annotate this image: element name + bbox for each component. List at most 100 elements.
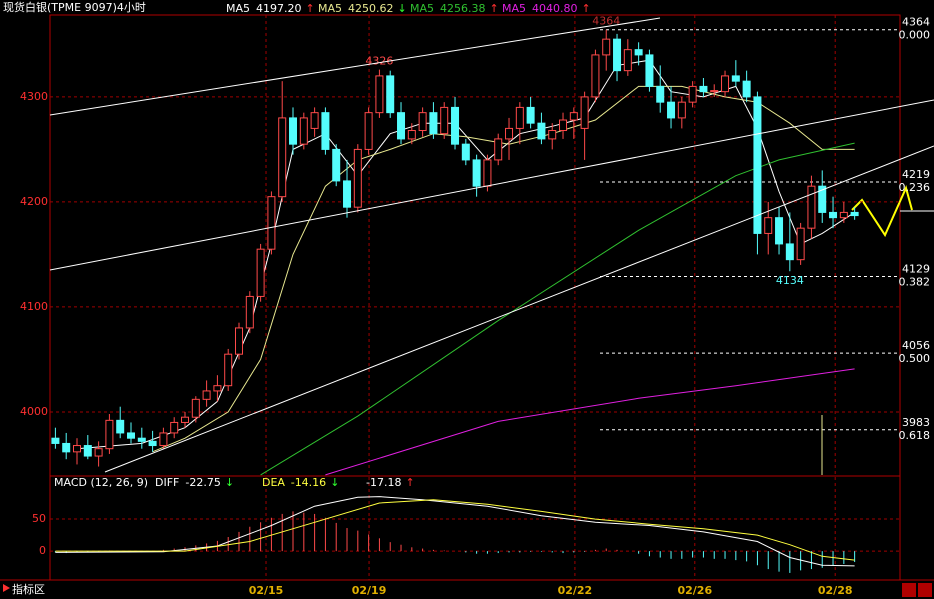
candle-body (440, 106, 449, 135)
candle-body (94, 448, 103, 457)
candle-body (569, 112, 578, 121)
candle-body (202, 390, 211, 400)
legend-value: -22.75 (185, 476, 220, 489)
candle-body (375, 75, 384, 114)
legend-value: 4197.20 (256, 2, 302, 15)
y-tick-label: 4200 (20, 195, 48, 208)
y-tick-label: 4000 (20, 405, 48, 418)
candle-body (656, 85, 665, 103)
legend-name: DIFF (155, 476, 179, 489)
macd-value: -17.18 ↑ (366, 476, 415, 489)
candle-body (850, 211, 859, 217)
candle-body (148, 440, 157, 447)
candle-body (505, 127, 514, 140)
fib-value: 3983 (902, 416, 930, 429)
scroll-button[interactable] (902, 583, 916, 597)
price-annotation: 4364 (592, 15, 620, 28)
candle-body (364, 112, 373, 150)
fib-ratio: 0.000 (899, 29, 931, 42)
candle-body (613, 38, 622, 72)
candle-body (537, 122, 546, 140)
candle-body (83, 445, 92, 457)
candle-body (116, 419, 125, 434)
candle-body (429, 112, 438, 135)
x-tick-label: 02/15 (249, 584, 284, 597)
candle-body (105, 419, 114, 450)
candle-body (224, 353, 233, 387)
candle-body (753, 96, 762, 234)
candle-body (397, 112, 406, 140)
candle-body (742, 80, 751, 98)
candle-body (494, 138, 503, 161)
candle-body (764, 217, 773, 234)
candle-body (688, 85, 697, 103)
candle-body (677, 101, 686, 119)
candle-body (472, 159, 481, 187)
candle-body (602, 38, 611, 56)
fib-ratio: 0.382 (899, 275, 931, 288)
trend-line (49, 99, 934, 271)
candle-body (839, 211, 848, 219)
candle-body (796, 227, 805, 261)
tab-icon (3, 584, 10, 592)
candle-body (127, 432, 136, 439)
legend-trend: ↓ (330, 476, 339, 489)
candle-body (289, 117, 298, 145)
candle-body (73, 445, 82, 453)
y-tick-label: 4100 (20, 300, 48, 313)
macd-value-number: -17.18 (366, 476, 401, 489)
fib-ratio: 0.236 (899, 181, 931, 194)
candle-body (721, 75, 730, 93)
legend-entry: DIFF -22.75 ↓ (155, 476, 234, 489)
candle-body (278, 117, 287, 198)
legend-trend: ↓ (398, 2, 407, 15)
legend-value: -14.16 (291, 476, 326, 489)
scroll-button[interactable] (918, 583, 932, 597)
legend-trend: ↓ (225, 476, 234, 489)
candle-body (591, 54, 600, 98)
candle-body (829, 211, 838, 219)
fib-ratio: 0.618 (899, 429, 931, 442)
legend-name: DEA (262, 476, 285, 489)
candle-body (699, 85, 708, 93)
candle-body (256, 248, 265, 297)
candle-body (418, 112, 427, 132)
candle-body (451, 106, 460, 145)
indicator-line (55, 496, 855, 567)
fib-ratio: 0.500 (899, 352, 931, 365)
candle-body (548, 130, 557, 140)
legend-value: 4250.62 (348, 2, 394, 15)
indicator-line (55, 499, 855, 561)
candle-body (483, 159, 492, 187)
candle-body (634, 49, 643, 56)
price-annotation: 4134 (776, 274, 804, 287)
indicator-tab[interactable]: 指标区 (12, 582, 45, 596)
legend-value: 4256.38 (440, 2, 486, 15)
projection-zigzag (851, 185, 913, 238)
x-tick-label: 02/22 (558, 584, 593, 597)
candle-body (775, 217, 784, 245)
candle-body (353, 148, 362, 208)
candle-body (235, 327, 244, 355)
legend-name: MA5 (226, 2, 250, 15)
legend-entry: MA5 4256.38 ↑ (410, 2, 499, 15)
fib-value: 4364 (902, 16, 930, 29)
candle-body (159, 432, 168, 447)
x-tick-label: 02/26 (677, 584, 712, 597)
candle-body (191, 398, 200, 418)
candle-body (807, 185, 816, 229)
legend-trend: ↑ (306, 2, 315, 15)
price-annotation: 4326 (365, 55, 393, 68)
candle-body (51, 437, 60, 444)
legend-entry: MA5 4197.20 ↑ (226, 2, 315, 15)
y-tick-label: 50 (32, 512, 46, 525)
legend-value: 4040.80 (532, 2, 578, 15)
fib-value: 4129 (902, 262, 930, 275)
candle-body (710, 90, 719, 93)
legend-entry: MA5 4250.62 ↓ (318, 2, 407, 15)
candle-body (62, 442, 71, 453)
legend-name: MA5 (410, 2, 434, 15)
macd-trend: ↑ (405, 476, 414, 489)
macd-title: MACD (12, 26, 9) (54, 476, 148, 489)
